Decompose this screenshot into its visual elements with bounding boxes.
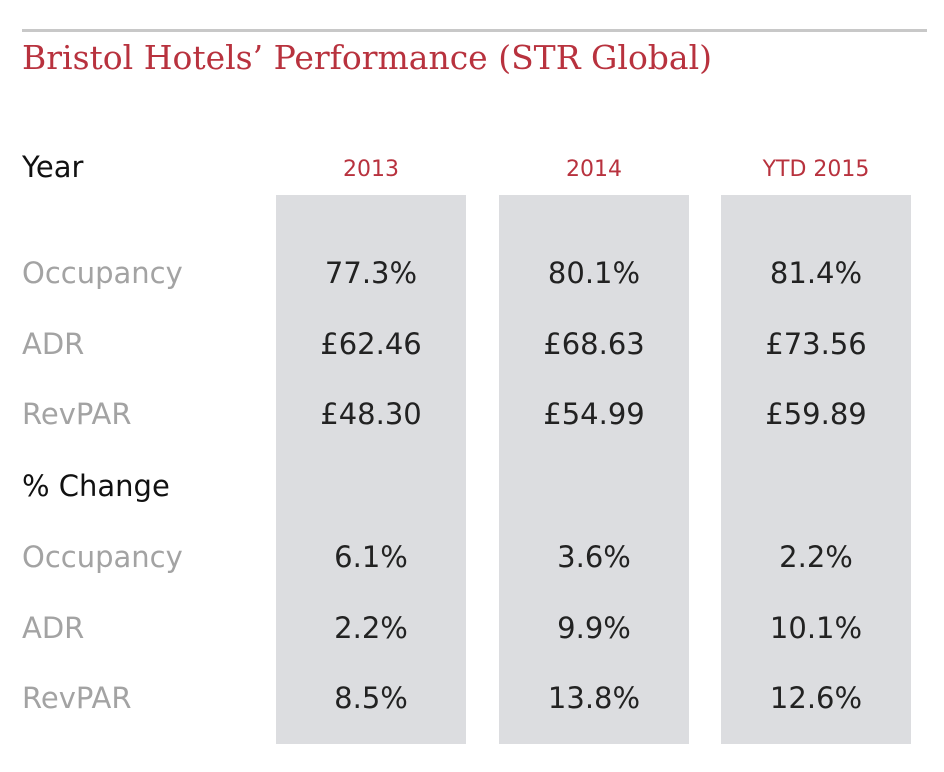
- year-header-label: Year: [22, 150, 84, 184]
- cell-revpar-2013: £48.30: [320, 397, 422, 431]
- change-row-label-revpar: RevPAR: [22, 681, 132, 715]
- top-divider: [22, 29, 927, 32]
- change-cell-occupancy-2013: 6.1%: [334, 540, 408, 574]
- row-label-revpar: RevPAR: [22, 397, 132, 431]
- change-cell-revpar-ytd-2015: 12.6%: [769, 681, 863, 715]
- cell-occupancy-ytd-2015: 81.4%: [769, 256, 863, 290]
- change-cell-occupancy-2014: 3.6%: [557, 540, 631, 574]
- column-header-ytd-2015: YTD 2015: [762, 157, 870, 182]
- column-header-2014: 2014: [566, 157, 622, 182]
- change-cell-occupancy-ytd-2015: 2.2%: [779, 540, 853, 574]
- cell-adr-ytd-2015: £73.56: [765, 327, 867, 361]
- page-title: Bristol Hotels’ Performance (STR Global): [22, 38, 713, 77]
- change-cell-revpar-2013: 8.5%: [334, 681, 408, 715]
- percent-change-label: % Change: [22, 469, 170, 503]
- cell-occupancy-2014: 80.1%: [547, 256, 641, 290]
- change-cell-adr-ytd-2015: 10.1%: [769, 611, 863, 645]
- cell-adr-2013: £62.46: [320, 327, 422, 361]
- cell-revpar-2014: £54.99: [543, 397, 645, 431]
- column-band-2013: [276, 195, 466, 744]
- cell-revpar-ytd-2015: £59.89: [765, 397, 867, 431]
- change-cell-adr-2013: 2.2%: [334, 611, 408, 645]
- column-header-2013: 2013: [343, 157, 399, 182]
- change-row-label-adr: ADR: [22, 611, 85, 645]
- row-label-adr: ADR: [22, 327, 85, 361]
- change-cell-revpar-2014: 13.8%: [547, 681, 641, 715]
- cell-adr-2014: £68.63: [543, 327, 645, 361]
- column-band-2014: [499, 195, 689, 744]
- change-row-label-occupancy: Occupancy: [22, 540, 183, 574]
- cell-occupancy-2013: 77.3%: [324, 256, 418, 290]
- column-band-ytd-2015: [721, 195, 911, 744]
- change-cell-adr-2014: 9.9%: [557, 611, 631, 645]
- row-label-occupancy: Occupancy: [22, 256, 183, 290]
